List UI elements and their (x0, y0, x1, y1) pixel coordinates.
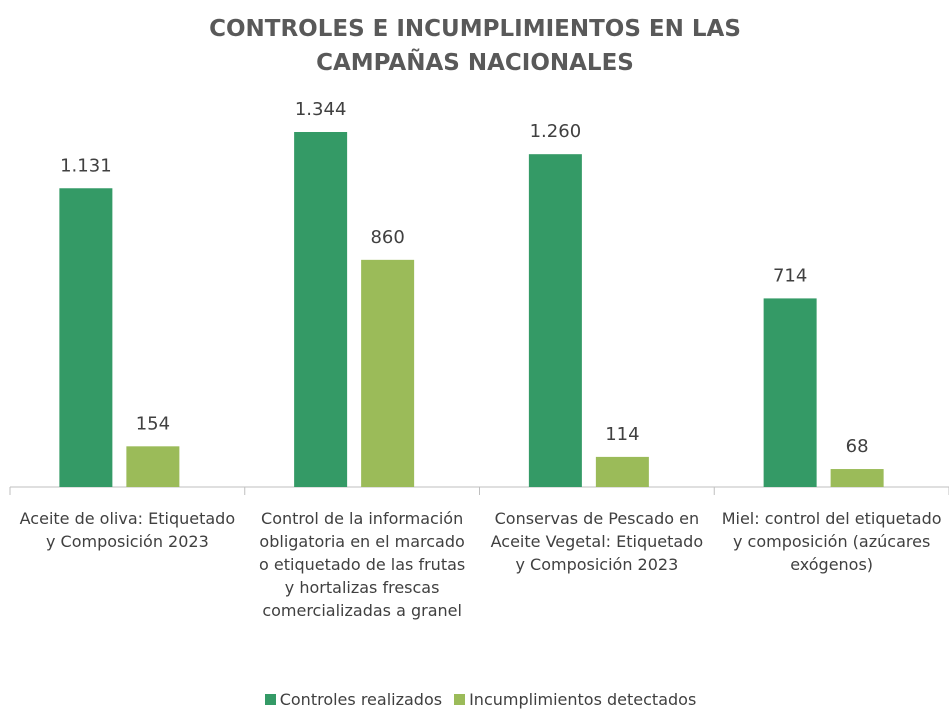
bar (763, 298, 817, 487)
bar (294, 132, 348, 487)
bar (528, 154, 582, 487)
data-label: 114 (605, 424, 639, 445)
x-tick-label: Control de la información obligatoria en… (259, 509, 466, 620)
bar (595, 456, 649, 487)
data-label: 154 (136, 413, 170, 434)
legend-swatch (264, 694, 276, 705)
data-label: 1.344 (295, 99, 347, 120)
data-label: 68 (846, 436, 869, 457)
legend: Controles realizados Incumplimientos dete… (0, 690, 949, 709)
bar (361, 259, 415, 487)
x-tick-label: Conservas de Pescado en Aceite Vegetal: … (490, 509, 704, 574)
legend-label: Incumplimientos detectados (469, 690, 697, 709)
data-label: 714 (773, 265, 807, 286)
chart-title: CONTROLES E INCUMPLIMIENTOS EN LAS CAMPA… (209, 16, 741, 76)
data-label: 860 (370, 227, 404, 248)
x-tick-label: Miel: control del etiquetado y composici… (721, 509, 942, 574)
legend-label: Controles realizados (279, 690, 443, 709)
bar (59, 188, 113, 487)
bar (126, 446, 180, 487)
x-tick-label: Aceite de oliva: Etiquetado y Composició… (19, 509, 236, 551)
data-label: 1.260 (530, 121, 582, 142)
bar (830, 469, 884, 487)
legend-swatch (454, 694, 466, 705)
data-label: 1.131 (60, 155, 112, 176)
